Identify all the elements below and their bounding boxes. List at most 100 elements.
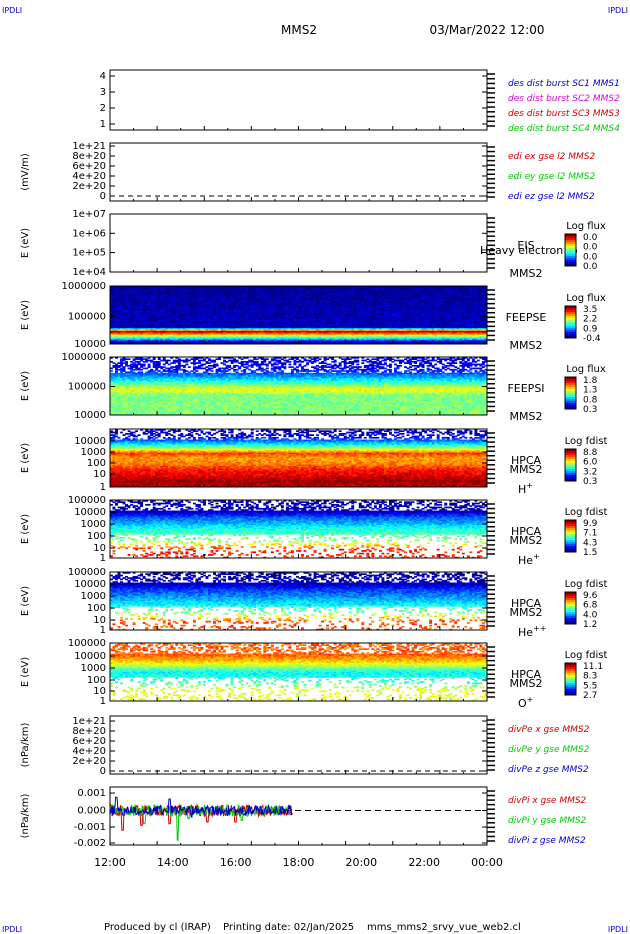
spectrogram-cell <box>280 295 284 297</box>
spectrogram-cell <box>396 303 400 305</box>
spectrogram-cell <box>388 292 392 295</box>
spectrogram-cell <box>263 295 267 297</box>
spectrogram-cell <box>381 299 385 301</box>
spectrogram-cell <box>130 309 134 312</box>
spectrogram-cell <box>162 289 166 292</box>
spectrogram-cell <box>205 305 209 308</box>
spectrogram-cell <box>278 287 282 290</box>
spectrogram-cell <box>202 308 206 311</box>
spectrogram-cell <box>167 299 171 301</box>
spectrogram-cell <box>180 293 184 296</box>
spectrogram-cell <box>476 303 480 305</box>
spectrogram-cell <box>172 289 176 292</box>
spectrogram-cell <box>122 309 126 312</box>
spectrogram-cell <box>361 295 365 297</box>
spectrogram-cell <box>449 303 453 305</box>
spectrogram-cell <box>233 286 237 288</box>
spectrogram-cell <box>366 287 370 290</box>
spectrogram-cell <box>476 299 480 301</box>
spectrogram-cell <box>147 307 151 309</box>
spectrogram-cell <box>378 300 382 303</box>
spectrogram-cell <box>165 293 169 296</box>
spectrogram-cell <box>414 296 418 299</box>
y-axis-label: E (eV) <box>20 228 31 258</box>
spectrogram-cell <box>288 308 292 311</box>
spectrogram-cell <box>233 304 237 307</box>
spectrogram-cell <box>351 309 355 312</box>
spectrogram-cell <box>348 300 352 303</box>
header-datetime: 03/Mar/2022 12:00 <box>430 23 545 37</box>
spectrogram-cell <box>273 305 277 308</box>
spectrogram-cell <box>358 297 362 300</box>
spectrogram-cell <box>316 309 319 312</box>
spectrogram-cell <box>192 293 196 296</box>
spectrogram-cell <box>197 301 201 304</box>
spectrogram-cell <box>205 297 209 300</box>
spectrogram-cell <box>444 301 448 304</box>
spectrogram-cell <box>295 300 299 303</box>
spectrogram-cell <box>414 303 418 305</box>
spectrogram-cell <box>449 296 453 299</box>
spectrogram-cell <box>356 286 360 288</box>
spectrogram-cell <box>333 304 337 307</box>
spectrogram-cell <box>366 307 370 309</box>
spectrogram-cell <box>125 305 128 308</box>
spectrogram-cell <box>250 309 254 312</box>
spectrogram-cell <box>172 299 176 301</box>
spectrogram-cell <box>318 288 322 291</box>
spectrogram-cell <box>306 291 309 293</box>
spectrogram-cell <box>132 297 136 300</box>
spectrogram-cell <box>371 286 375 288</box>
spectrogram-cell <box>328 309 332 312</box>
spectrogram-cell <box>456 292 460 295</box>
spectrogram-cell <box>185 308 189 311</box>
spectrogram-cell <box>401 286 405 288</box>
spectrogram-cell <box>406 305 410 308</box>
spectrogram-cell <box>250 291 254 293</box>
spectrogram-cell <box>230 286 234 288</box>
spectrogram-cell <box>459 300 463 303</box>
spectrogram-cell <box>270 289 274 292</box>
spectrogram-cell <box>233 309 237 312</box>
spectrogram-cell <box>130 299 134 301</box>
spectrogram-cell <box>298 308 302 311</box>
spectrogram-cell <box>439 300 443 303</box>
spectrogram-cell <box>333 303 337 305</box>
spectrogram-cell <box>451 309 455 312</box>
spectrogram-cell <box>474 305 478 308</box>
spectrogram-cell <box>373 289 377 292</box>
spectrogram-cell <box>165 309 169 312</box>
spectrogram-cell <box>411 296 415 299</box>
spectrogram-cell <box>479 305 483 308</box>
spectrogram-cell <box>441 291 445 293</box>
spectrogram-cell <box>419 292 423 295</box>
spectrogram-cell <box>180 303 184 305</box>
spectrogram-cell <box>152 296 156 299</box>
spectrogram-cell <box>308 292 312 295</box>
spectrogram-cell <box>301 289 304 292</box>
spectrogram-cell <box>449 289 453 292</box>
spectrogram-cell <box>205 291 209 293</box>
spectrogram-cell <box>449 295 453 297</box>
spectrogram-cell <box>434 288 438 291</box>
spectrogram-cell <box>273 303 277 305</box>
spectrogram-cell <box>414 297 418 300</box>
spectrogram-cell <box>441 307 445 309</box>
spectrogram-cell <box>172 286 176 288</box>
spectrogram-cell <box>416 293 420 296</box>
spectrogram-cell <box>180 308 184 311</box>
spectrogram-cell <box>255 301 259 304</box>
spectrogram-cell <box>363 286 367 288</box>
spectrogram-cell <box>155 288 159 291</box>
spectrogram-cell <box>223 305 227 308</box>
spectrogram-cell <box>363 305 367 308</box>
spectrogram-cell <box>150 308 154 311</box>
spectrogram-cell <box>245 300 249 303</box>
spectrogram-cell <box>434 291 438 293</box>
spectrogram-cell <box>210 291 214 293</box>
spectrogram-cell <box>167 292 171 295</box>
spectrogram-cell <box>125 288 128 291</box>
spectrogram-cell <box>137 295 141 297</box>
spectrogram-cell <box>348 293 352 296</box>
spectrogram-cell <box>285 292 289 295</box>
